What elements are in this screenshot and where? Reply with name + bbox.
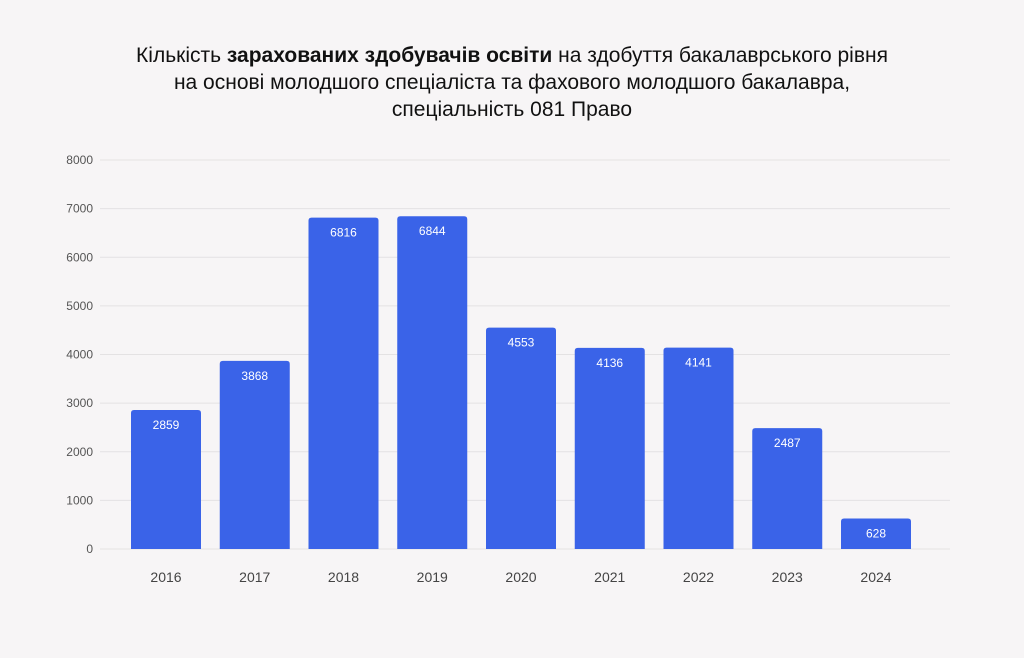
y-tick-label: 7000 (66, 202, 93, 216)
bar (486, 327, 556, 549)
x-tick-label: 2022 (683, 569, 714, 585)
x-tick-label: 2020 (505, 569, 536, 585)
bars: 2859 3868 6816 6844 4553 4136 4141 2487 628 (131, 216, 911, 549)
data-label: 6816 (330, 226, 357, 240)
y-tick-label: 2000 (66, 445, 93, 459)
x-tick-label: 2018 (328, 569, 359, 585)
bar (397, 216, 468, 549)
data-label: 2859 (153, 418, 180, 432)
y-tick-label: 0 (86, 542, 93, 556)
x-tick-label: 2016 (150, 569, 181, 585)
bar (663, 347, 734, 549)
bar (841, 518, 911, 549)
x-axis: 2016 2017 2018 2019 2020 2021 2022 2023 2024 (150, 569, 891, 585)
bar (308, 217, 379, 549)
y-tick-label: 3000 (66, 396, 93, 410)
x-tick-label: 2023 (772, 569, 803, 585)
y-axis: 0 1000 2000 3000 4000 5000 6000 7000 8000 (66, 153, 93, 556)
chart-title-text: на здобуття бакалаврського рівня (552, 44, 888, 67)
data-label: 4141 (685, 356, 712, 370)
chart-title-line-3: спеціальність 081 Право (391, 98, 633, 121)
bar (574, 347, 645, 549)
y-tick-label: 8000 (66, 153, 93, 167)
x-tick-label: 2024 (860, 569, 891, 585)
data-label: 628 (866, 526, 886, 540)
chart-title-line-2: на основі молодшого спеціаліста та фахов… (173, 71, 851, 94)
x-tick-label: 2021 (594, 569, 625, 585)
y-tick-label: 4000 (66, 348, 93, 362)
bar (219, 360, 290, 549)
bar (131, 409, 201, 549)
y-tick-label: 6000 (66, 250, 93, 264)
data-label: 4136 (596, 356, 623, 370)
bar (752, 428, 823, 549)
data-label: 2487 (774, 436, 801, 450)
chart-title: Кількість зарахованих здобувачів освіти … (40, 42, 984, 123)
data-label: 4553 (508, 336, 535, 350)
y-tick-label: 1000 (66, 493, 93, 507)
data-label: 6844 (419, 224, 446, 238)
chart-title-bold-text: зарахованих здобувачів освіти (226, 44, 553, 67)
x-tick-label: 2019 (417, 569, 448, 585)
chart-title-line-1: Кількість зарахованих здобувачів освіти … (40, 42, 984, 69)
data-label: 3868 (241, 369, 268, 383)
y-tick-label: 5000 (66, 299, 93, 313)
chart-title-text: Кількість (136, 44, 227, 67)
x-tick-label: 2017 (239, 569, 270, 585)
